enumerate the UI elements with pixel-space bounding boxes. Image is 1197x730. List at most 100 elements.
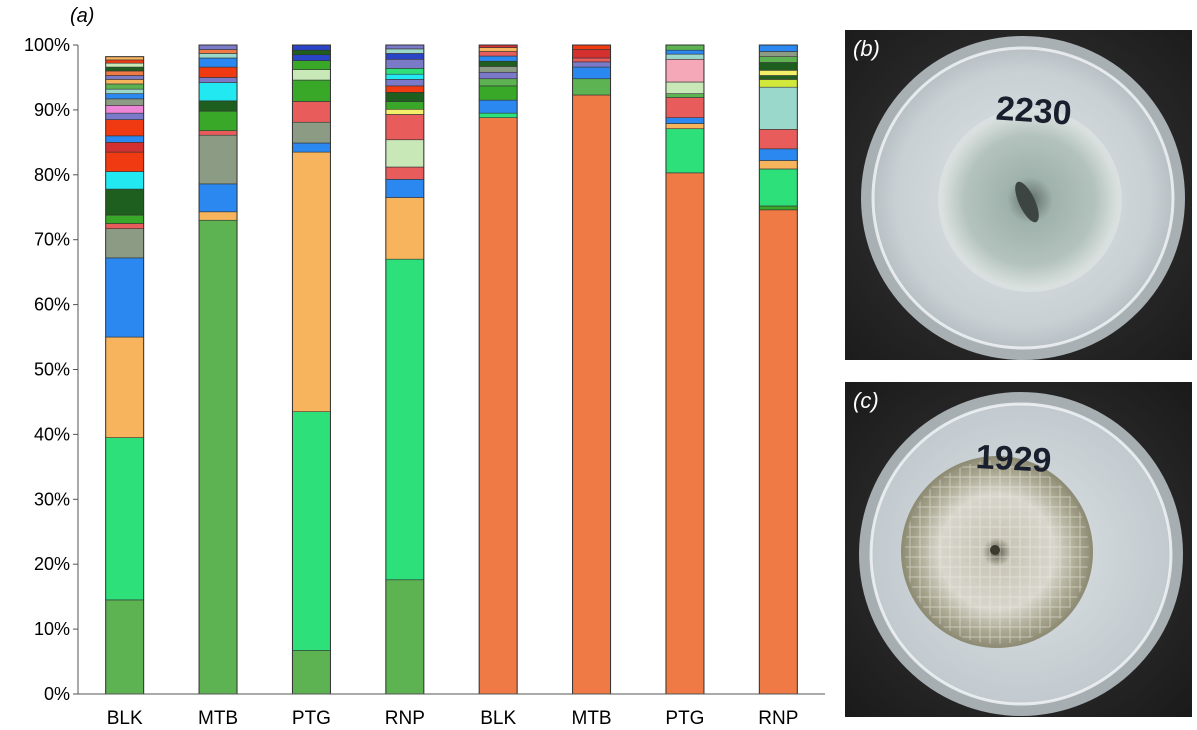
petri-dish-b: 2230 xyxy=(845,30,1192,360)
bar-segment xyxy=(198,53,238,59)
bar-stack-rnp xyxy=(758,44,798,695)
bar-segment xyxy=(105,223,144,229)
bar-segment xyxy=(105,336,144,438)
bar-segment xyxy=(385,179,425,198)
bar-segment xyxy=(105,62,144,68)
bar-segment xyxy=(105,70,144,76)
bar-segment xyxy=(198,211,238,221)
bar-segment xyxy=(105,228,144,259)
bar-segment xyxy=(478,112,518,118)
bar-segment xyxy=(665,49,705,55)
bar-segment xyxy=(759,168,798,207)
bar-segment xyxy=(385,579,425,695)
bar-segment xyxy=(385,197,425,260)
bar-stack-ptg xyxy=(291,44,331,695)
bar-segment xyxy=(478,60,518,67)
bar-segment xyxy=(665,44,705,51)
bar-segment xyxy=(292,60,331,70)
bar-segment xyxy=(665,53,705,60)
bar-segment xyxy=(759,79,798,88)
bar-segment xyxy=(385,92,425,102)
bar-segment xyxy=(198,44,238,50)
x-tick-label: RNP xyxy=(385,708,425,729)
bar-segment xyxy=(105,142,144,153)
bar-segment xyxy=(198,82,238,102)
x-tick-label: PTG xyxy=(665,708,704,729)
bar-segment xyxy=(665,117,705,124)
bar-segment xyxy=(385,139,425,168)
bar-segment xyxy=(385,166,425,180)
bar-segment xyxy=(292,79,331,102)
x-tick-label: MTB xyxy=(198,708,238,729)
stacked-bar-chart: (a) 0% 10% 20% 30% 40% 50% 60% 70% 80% 90% 100% BLK… xyxy=(24,5,825,729)
x-tick-label: RNP xyxy=(758,708,798,729)
bar-segment xyxy=(198,77,238,83)
bar-segment xyxy=(478,117,518,695)
bar-segment xyxy=(665,128,705,174)
bar-segment xyxy=(105,135,144,143)
y-tick-label: 20% xyxy=(34,554,70,574)
bar-segment xyxy=(759,148,798,161)
bar-segment xyxy=(292,101,331,123)
bar-segment xyxy=(759,56,798,63)
bar-stack-ptg xyxy=(665,44,705,695)
plate-label-c: 1929 xyxy=(975,438,1053,480)
bar-segment xyxy=(572,66,611,80)
bar-segment xyxy=(105,59,144,64)
bar-segment xyxy=(478,55,518,62)
bar-segment xyxy=(105,83,144,90)
bar-segment xyxy=(105,119,144,137)
bar-segment xyxy=(478,78,518,87)
bars-layer xyxy=(105,44,798,695)
bar-segment xyxy=(478,51,518,57)
y-tick-label: 90% xyxy=(34,100,70,120)
bar-segment xyxy=(478,85,518,101)
bar-segment xyxy=(105,79,144,85)
bar-segment xyxy=(759,51,798,57)
y-tick-label: 40% xyxy=(34,424,70,444)
bar-segment xyxy=(198,57,238,68)
bar-segment xyxy=(759,44,798,52)
bar-segment xyxy=(759,86,798,130)
bar-segment xyxy=(759,70,798,76)
bar-segment xyxy=(105,105,144,114)
bar-segment xyxy=(572,49,611,59)
bar-segment xyxy=(759,129,798,150)
bar-segment xyxy=(385,73,425,80)
bar-stack-mtb xyxy=(572,44,612,695)
bar-segment xyxy=(292,44,331,51)
bar-segment xyxy=(198,66,238,78)
bar-segment xyxy=(665,123,705,130)
bar-segment xyxy=(385,53,425,60)
bar-segment xyxy=(665,58,705,83)
bar-segment xyxy=(478,66,518,73)
x-tick-label: PTG xyxy=(292,708,331,729)
bar-segment xyxy=(105,66,144,72)
bar-segment xyxy=(572,61,611,68)
y-tick-label: 70% xyxy=(34,230,70,250)
bar-segment xyxy=(759,209,798,695)
bar-segment xyxy=(759,160,798,170)
bar-segment xyxy=(292,142,331,153)
bar-segment xyxy=(105,93,144,100)
bar-segment xyxy=(198,49,238,54)
petri-dish-c: 1929 xyxy=(845,382,1192,717)
bar-segment xyxy=(665,172,705,695)
bar-segment xyxy=(105,75,144,80)
bar-segment xyxy=(478,71,518,80)
bar-segment xyxy=(759,62,798,71)
bar-segment xyxy=(665,81,705,94)
bar-segment xyxy=(105,257,144,338)
panel-label-c: (c) xyxy=(853,388,879,413)
bar-segment xyxy=(759,75,798,80)
plate-label-b: 2230 xyxy=(995,89,1073,132)
y-tick-label: 80% xyxy=(34,165,70,185)
bar-segment xyxy=(292,69,331,81)
x-tick-label: BLK xyxy=(107,708,143,729)
bar-segment xyxy=(105,112,144,120)
bar-segment xyxy=(385,79,425,87)
bar-segment xyxy=(572,57,611,63)
bar-segment xyxy=(105,437,144,601)
bar-segment xyxy=(292,650,331,695)
bar-segment xyxy=(572,44,611,50)
